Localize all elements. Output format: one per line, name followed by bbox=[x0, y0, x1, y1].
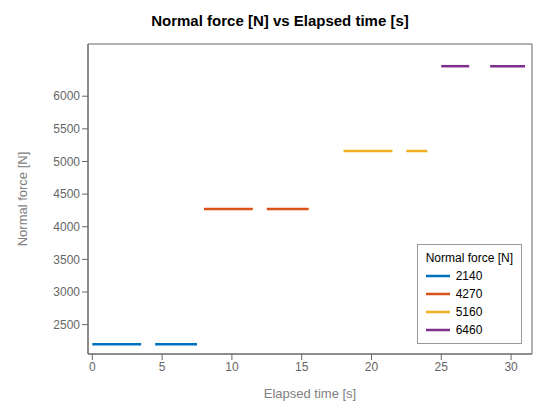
svg-text:20: 20 bbox=[365, 360, 379, 374]
html-text:4270: 4270 bbox=[455, 287, 483, 301]
svg-text:2500: 2500 bbox=[53, 318, 80, 332]
svg-text:5000: 5000 bbox=[53, 155, 80, 169]
svg-text:15: 15 bbox=[295, 360, 309, 374]
svg-text:3000: 3000 bbox=[53, 285, 80, 299]
html-text:5160: 5160 bbox=[455, 305, 483, 319]
svg-text:30: 30 bbox=[504, 360, 518, 374]
svg-text:4500: 4500 bbox=[53, 187, 80, 201]
svg-text:5500: 5500 bbox=[53, 122, 80, 136]
svg-text:0: 0 bbox=[89, 360, 96, 374]
html-text:Normal force [N] vs Elapsed ti: Normal force [N] vs Elapsed time [s] bbox=[151, 12, 409, 29]
svg-text:5: 5 bbox=[159, 360, 166, 374]
html-text:2140: 2140 bbox=[455, 269, 483, 283]
svg-text:3500: 3500 bbox=[53, 253, 80, 267]
html-text:Normal force [N]: Normal force [N] bbox=[425, 251, 513, 265]
svg-text:6000: 6000 bbox=[53, 89, 80, 103]
svg-text:Normal force [N]: Normal force [N] bbox=[15, 152, 30, 247]
svg-text:4000: 4000 bbox=[53, 220, 80, 234]
svg-text:25: 25 bbox=[435, 360, 449, 374]
svg-text:10: 10 bbox=[225, 360, 239, 374]
html-text:6460: 6460 bbox=[455, 323, 483, 337]
svg-text:Elapsed time [s]: Elapsed time [s] bbox=[264, 386, 357, 401]
